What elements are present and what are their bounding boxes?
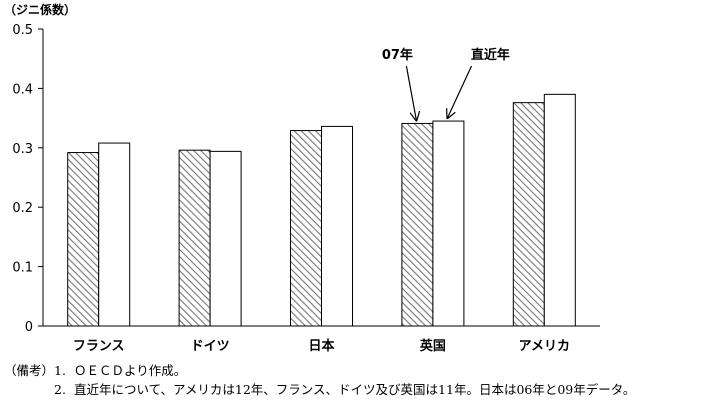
category-label: ドイツ	[191, 339, 230, 354]
y-tick-label: 0.5	[12, 23, 33, 38]
footnote-2: 2. 直近年について、アメリカは12年、フランス、ドイツ及び英国は11年。日本は0…	[4, 380, 715, 399]
category-labels: フランス ドイツ 日本 英国 アメリカ	[73, 338, 570, 354]
bar-hatched	[178, 149, 211, 327]
axes	[38, 28, 600, 327]
gini-bar-chart: （ジニ係数） 00.10.20.30.40.5 フランス ドイツ 日本 英国 アメリカ …	[4, 2, 600, 354]
y-axis-unit-label: （ジニ係数）	[4, 2, 76, 17]
annotation-label: 直近年	[471, 47, 510, 63]
footnote-heading: （備考）	[4, 363, 55, 378]
footnote-number: 2.	[54, 382, 66, 397]
annotations: 07年 直近年	[382, 47, 510, 120]
bar-white	[321, 125, 353, 327]
y-tick-label: 0.3	[12, 142, 33, 157]
footnote-text: ＯＥＣＤより作成。	[74, 363, 187, 378]
category-label: フランス	[73, 339, 125, 354]
y-tick-label: 0.4	[12, 82, 33, 97]
bar-hatched	[290, 130, 322, 327]
category-label: 日本	[308, 338, 334, 354]
y-tick-label: 0.1	[12, 261, 33, 276]
bar-white	[432, 120, 465, 327]
annotation-arrow	[447, 65, 473, 118]
footnote-1: （備考）1. ＯＥＣＤより作成。	[4, 361, 715, 380]
footnote-text: 直近年について、アメリカは12年、フランス、ドイツ及び英国は11年。日本は06年…	[74, 382, 636, 397]
bar-hatched	[512, 102, 545, 327]
category-label: 英国	[419, 338, 446, 354]
bar-hatched	[67, 152, 100, 327]
bar-hatched	[401, 122, 434, 327]
footnotes: （備考）1. ＯＥＣＤより作成。 2. 直近年について、アメリカは12年、フランス、…	[4, 361, 715, 399]
bar-white	[543, 93, 576, 327]
y-tick-label: 0	[25, 320, 33, 335]
bar-white	[209, 150, 242, 327]
bar-white	[98, 142, 131, 327]
y-tick-label: 0.2	[12, 201, 33, 216]
annotation-label: 07年	[382, 47, 413, 63]
footnote-number: 1.	[54, 363, 66, 378]
category-label: アメリカ	[519, 339, 570, 354]
annotation-arrow	[405, 65, 416, 120]
bars-group	[67, 93, 576, 327]
y-tick-labels: 0 0.1 0.2 0.3 0.4 0.5	[12, 23, 33, 335]
